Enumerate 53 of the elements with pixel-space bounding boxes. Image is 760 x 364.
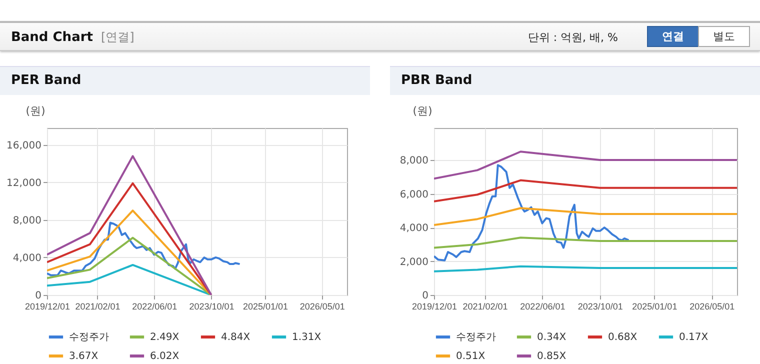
text: Band Chart bbox=[11, 30, 93, 45]
line-series bbox=[47, 182, 212, 295]
x-tick-label: 2025/01/01 bbox=[242, 302, 288, 312]
legend-label: 0.85X bbox=[537, 351, 566, 362]
chart-title: PER Band bbox=[11, 73, 82, 88]
y-tick-label: 4,000 bbox=[12, 252, 42, 264]
y-axis-title: (원) bbox=[412, 104, 432, 118]
line-series bbox=[47, 210, 212, 295]
legend-label: 2.49X bbox=[150, 332, 180, 343]
legend-label: 수정주가 bbox=[69, 332, 109, 343]
y-tick-label: 6,000 bbox=[400, 189, 428, 200]
text: 단위 : 억원, 배, % bbox=[528, 30, 618, 45]
x-tick-label: 2019/12/01 bbox=[412, 302, 458, 312]
y-axis-title: (원) bbox=[26, 104, 46, 118]
x-tick-label: 2021/02/01 bbox=[462, 302, 508, 312]
legend-label: 수정주가 bbox=[456, 332, 496, 343]
x-tick-label: 2023/10/01 bbox=[578, 302, 623, 312]
legend-label: 4.84X bbox=[221, 332, 250, 343]
legend-label: 0.17X bbox=[679, 332, 708, 343]
line-series bbox=[434, 207, 737, 226]
y-tick-label: 8,000 bbox=[400, 156, 428, 167]
y-tick-label: 0 bbox=[422, 290, 428, 302]
line-series bbox=[47, 222, 241, 276]
legend-label: 0.68X bbox=[608, 332, 638, 343]
x-tick-label: 2023/10/01 bbox=[189, 302, 234, 312]
y-tick-label: 16,000 bbox=[6, 140, 42, 152]
y-tick-label: 0 bbox=[35, 290, 42, 302]
legend-label: 3.67X bbox=[69, 351, 98, 362]
x-tick-label: 2022/06/01 bbox=[520, 302, 566, 312]
x-tick-label: 2021/02/01 bbox=[75, 302, 120, 312]
legend-label: 0.34X bbox=[537, 332, 566, 343]
y-tick-label: 4,000 bbox=[400, 223, 428, 234]
x-tick-label: 2026/05/01 bbox=[300, 302, 345, 312]
y-tick-label: 8,000 bbox=[12, 215, 42, 226]
x-tick-label: 2019/12/01 bbox=[24, 302, 70, 312]
line-series bbox=[434, 179, 737, 202]
line-series bbox=[434, 164, 630, 262]
line-series bbox=[434, 236, 737, 249]
text: 별도 bbox=[698, 26, 750, 47]
line-series bbox=[434, 150, 737, 180]
legend-label: 1.31X bbox=[292, 332, 322, 343]
x-tick-label: 2025/01/01 bbox=[632, 302, 678, 312]
line-series bbox=[47, 236, 212, 295]
y-tick-label: 12,000 bbox=[6, 178, 42, 189]
legend-label: 6.02X bbox=[150, 351, 180, 362]
line-series bbox=[47, 155, 212, 295]
text: [연결] bbox=[100, 30, 134, 44]
chart-title: PBR Band bbox=[401, 73, 472, 88]
x-tick-label: 2026/05/01 bbox=[690, 302, 735, 312]
x-tick-label: 2022/06/01 bbox=[132, 302, 178, 312]
text: 연결 bbox=[647, 26, 699, 47]
legend-label: 0.51X bbox=[456, 351, 486, 362]
y-tick-label: 2,000 bbox=[400, 256, 428, 268]
